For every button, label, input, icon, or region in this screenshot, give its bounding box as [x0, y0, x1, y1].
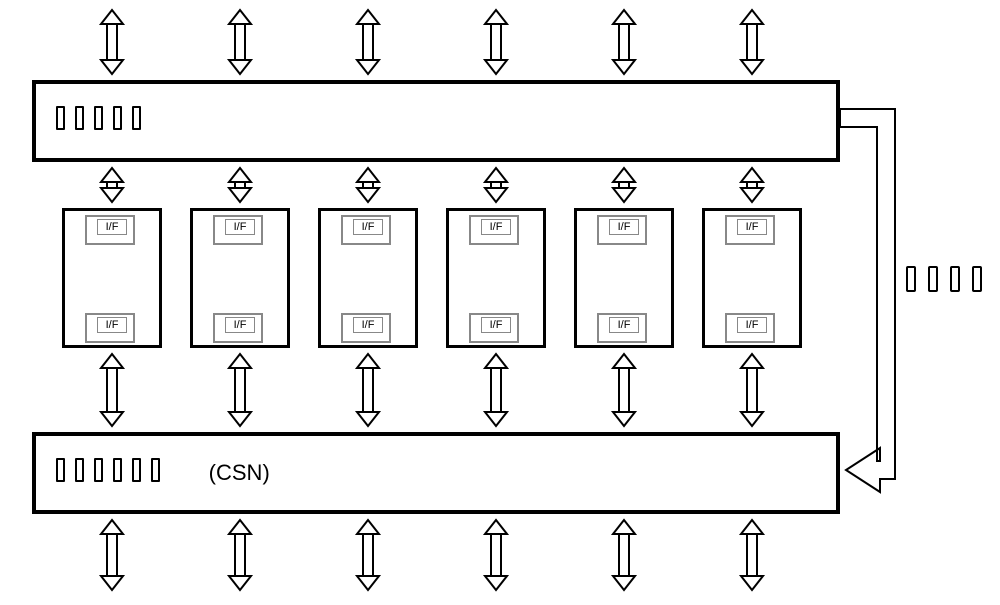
- interface-label: I/F: [97, 219, 127, 235]
- interface-label: I/F: [609, 317, 639, 333]
- glyph-pill: [75, 458, 84, 482]
- glyph-pill: [94, 106, 103, 130]
- loop-arrow: [840, 109, 895, 492]
- interface-chip-bottom: I/F: [725, 313, 775, 343]
- interface-label: I/F: [225, 219, 255, 235]
- bottom-network-bar-csn: (CSN): [32, 432, 840, 514]
- double-arrow-vertical: [101, 168, 123, 202]
- double-arrow-vertical: [741, 10, 763, 74]
- glyph-pill: [94, 458, 103, 482]
- glyph-pill: [132, 106, 141, 130]
- double-arrow-vertical: [357, 520, 379, 590]
- interface-chip-top: I/F: [597, 215, 647, 245]
- interface-label: I/F: [481, 219, 511, 235]
- glyph-pill: [151, 458, 160, 482]
- glyph-pill: [132, 458, 141, 482]
- module-block: I/F I/F: [62, 208, 162, 348]
- double-arrow-vertical: [101, 520, 123, 590]
- interface-label: I/F: [353, 317, 383, 333]
- double-arrow-vertical: [613, 520, 635, 590]
- interface-label: I/F: [737, 317, 767, 333]
- top-network-bar: [32, 80, 840, 162]
- double-arrow-vertical: [741, 520, 763, 590]
- double-arrow-vertical: [613, 168, 635, 202]
- module-block: I/F I/F: [446, 208, 546, 348]
- module-block: I/F I/F: [702, 208, 802, 348]
- ellipsis-pill: [906, 266, 916, 292]
- top-bar-glyph-row: [56, 106, 141, 130]
- interface-chip-top: I/F: [469, 215, 519, 245]
- double-arrow-vertical: [485, 10, 507, 74]
- double-arrow-vertical: [101, 10, 123, 74]
- interface-label: I/F: [481, 317, 511, 333]
- interface-chip-bottom: I/F: [597, 313, 647, 343]
- bottom-bar-glyph-row: [56, 458, 160, 482]
- glyph-pill: [56, 106, 65, 130]
- ellipsis-pill: [928, 266, 938, 292]
- double-arrow-vertical: [741, 354, 763, 426]
- interface-chip-bottom: I/F: [85, 313, 135, 343]
- double-arrow-vertical: [357, 168, 379, 202]
- interface-chip-top: I/F: [213, 215, 263, 245]
- interface-label: I/F: [353, 219, 383, 235]
- glyph-pill: [56, 458, 65, 482]
- ellipsis-pill: [972, 266, 982, 292]
- interface-chip-top: I/F: [341, 215, 391, 245]
- interface-chip-bottom: I/F: [469, 313, 519, 343]
- module-block: I/F I/F: [318, 208, 418, 348]
- double-arrow-vertical: [485, 354, 507, 426]
- double-arrow-vertical: [229, 168, 251, 202]
- double-arrow-vertical: [485, 520, 507, 590]
- interface-label: I/F: [97, 317, 127, 333]
- interface-chip-top: I/F: [725, 215, 775, 245]
- interface-label: I/F: [609, 219, 639, 235]
- double-arrow-vertical: [613, 354, 635, 426]
- double-arrow-vertical: [101, 354, 123, 426]
- interface-label: I/F: [225, 317, 255, 333]
- interface-chip-top: I/F: [85, 215, 135, 245]
- double-arrow-vertical: [485, 168, 507, 202]
- bottom-bar-label: (CSN): [172, 460, 270, 486]
- ellipsis-pill: [950, 266, 960, 292]
- module-block: I/F I/F: [574, 208, 674, 348]
- module-block: I/F I/F: [190, 208, 290, 348]
- continuation-ellipsis: [906, 266, 982, 292]
- glyph-pill: [113, 458, 122, 482]
- double-arrow-vertical: [229, 520, 251, 590]
- glyph-pill: [113, 106, 122, 130]
- interface-chip-bottom: I/F: [213, 313, 263, 343]
- glyph-pill: [75, 106, 84, 130]
- double-arrow-vertical: [741, 168, 763, 202]
- double-arrow-vertical: [357, 354, 379, 426]
- interface-label: I/F: [737, 219, 767, 235]
- double-arrow-vertical: [229, 354, 251, 426]
- interface-chip-bottom: I/F: [341, 313, 391, 343]
- double-arrow-vertical: [229, 10, 251, 74]
- double-arrow-vertical: [357, 10, 379, 74]
- double-arrow-vertical: [613, 10, 635, 74]
